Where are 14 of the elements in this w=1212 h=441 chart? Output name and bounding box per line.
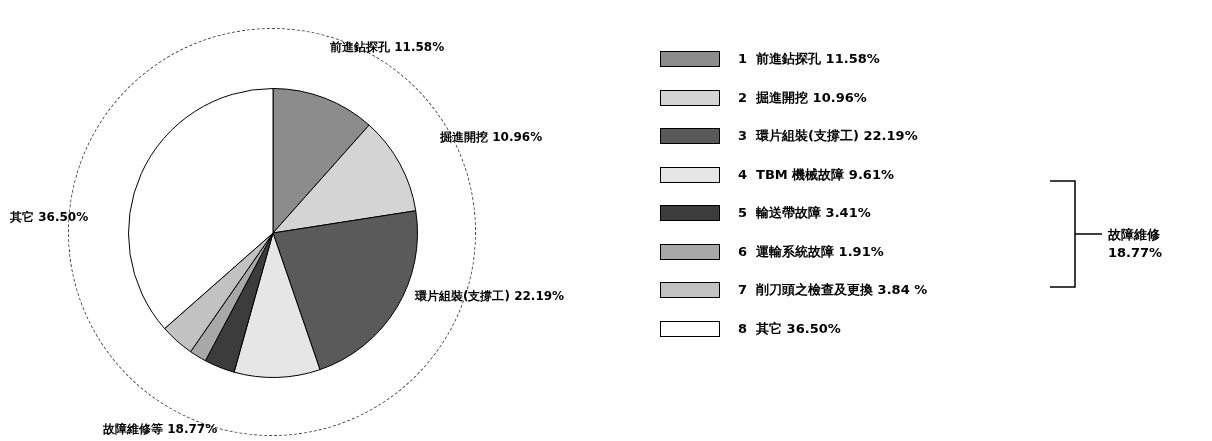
text: 前進鉆探孔 11.58%: [329, 40, 445, 55]
text: 故障維修 18.77%: [1108, 226, 1164, 262]
legend-label: 4 TBM 機械故障 9.61%: [738, 165, 894, 184]
legend-label: 1 前進鉆探孔 11.58%: [738, 50, 880, 69]
text: 其它 36.50%: [9, 210, 89, 225]
text: 故障維修等 18.77%: [102, 422, 218, 437]
legend-label: 8 其它 36.50%: [738, 319, 841, 338]
legend-label: 7 削刀頭之檢查及更換 3.84 %: [738, 281, 928, 300]
legend-label: 3 環片組裝(支撐工) 22.19%: [738, 127, 918, 146]
text: 掘進開挖 10.96%: [439, 130, 543, 145]
text: 環片組裝(支撐工) 22.19%: [414, 289, 565, 304]
legend-label: 2 掘進開挖 10.96%: [738, 88, 867, 107]
legend-label: 6 運輸系統故障 1.91%: [738, 242, 884, 261]
legend-label: 5 輸送帶故障 3.41%: [738, 204, 871, 223]
